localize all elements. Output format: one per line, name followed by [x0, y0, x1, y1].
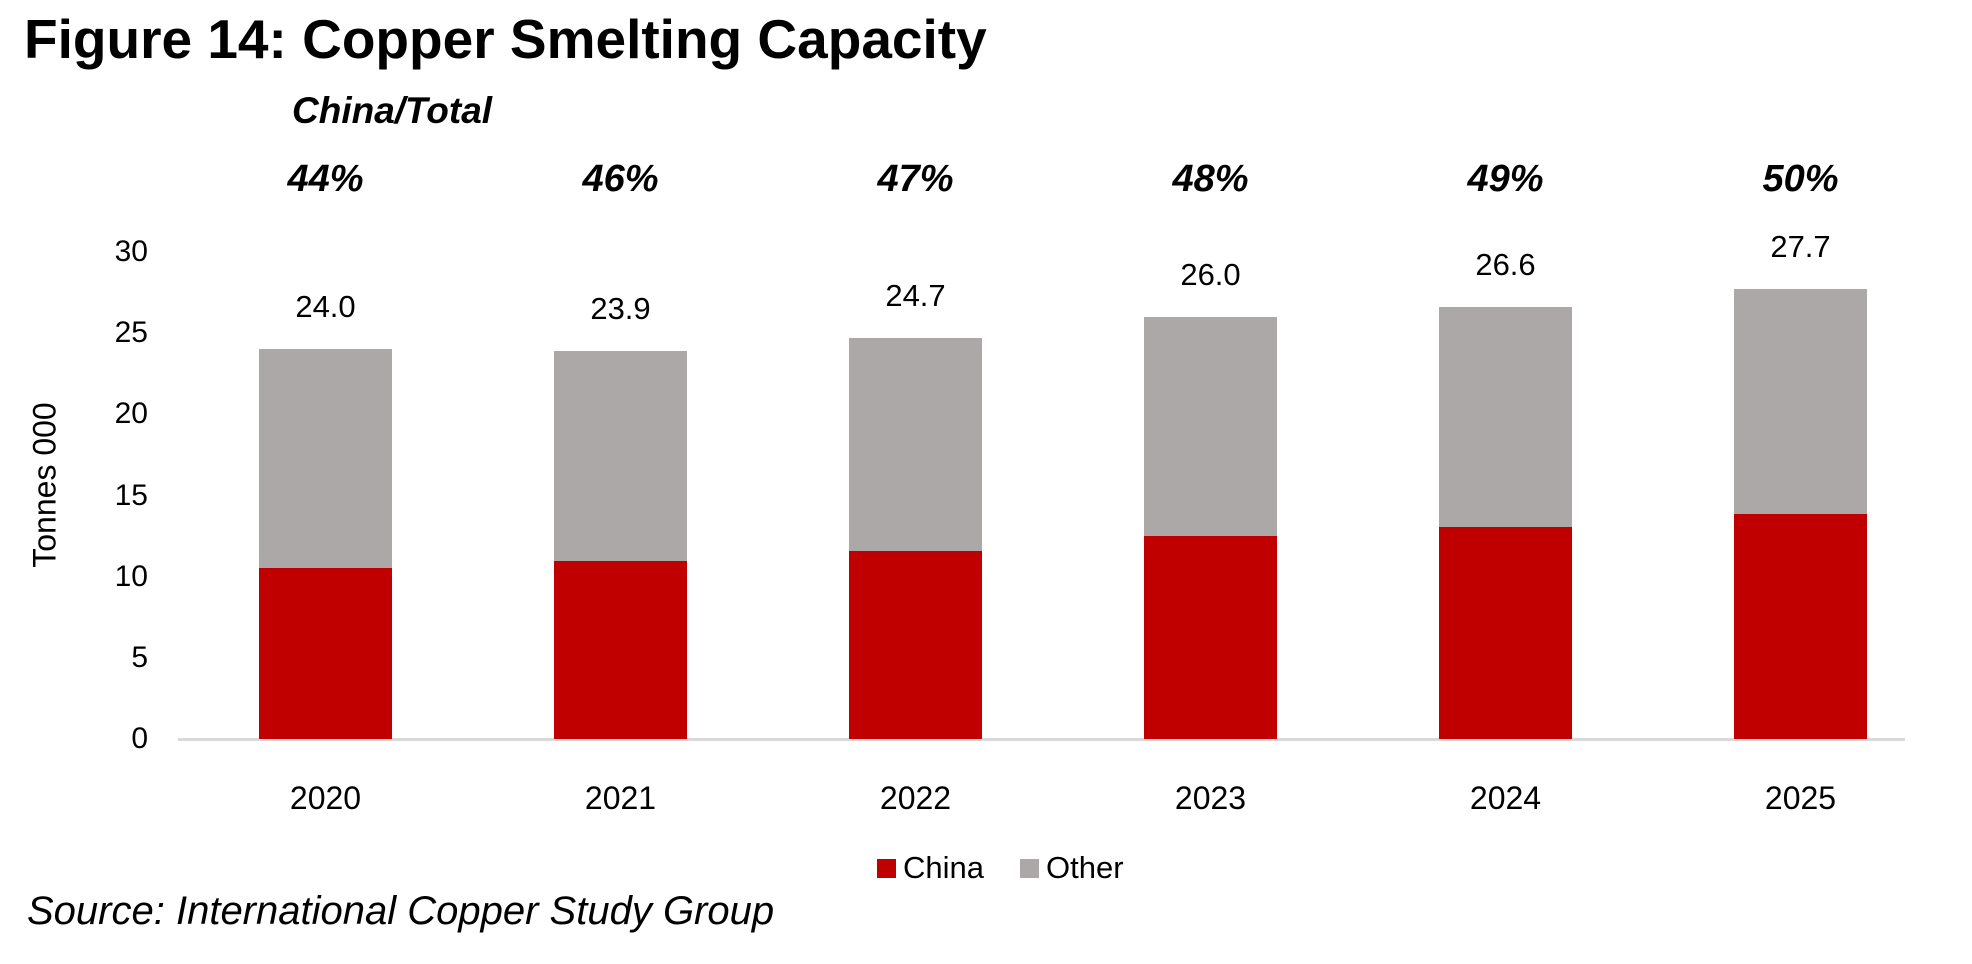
figure-title: Figure 14: Copper Smelting Capacity: [24, 8, 987, 70]
bar-total-label: 27.7: [1770, 229, 1831, 265]
x-axis-line: [178, 738, 1905, 741]
bar-total-label: 26.0: [1180, 256, 1241, 292]
bar-segment-china: [1439, 527, 1572, 739]
source-line: Source: International Copper Study Group: [27, 889, 775, 933]
bar-segment-china: [849, 550, 982, 739]
x-axis-label: 2022: [879, 780, 952, 816]
bar-segment-other: [259, 349, 392, 568]
bar-total-label: 24.7: [885, 278, 946, 314]
china-share-label: 44%: [287, 158, 364, 200]
y-axis-tick-label: 15: [114, 478, 148, 512]
bar-segment-china: [259, 567, 392, 739]
bar-segment-other: [1144, 316, 1277, 537]
legend-label: China: [903, 850, 984, 885]
china-share-label: 50%: [1762, 158, 1839, 200]
x-axis-label: 2023: [1174, 780, 1247, 816]
china-share-label: 46%: [582, 158, 659, 200]
x-axis-label: 2025: [1764, 780, 1837, 816]
bar-total-label: 24.0: [295, 289, 356, 325]
bar-segment-other: [1734, 289, 1867, 515]
legend-swatch-icon: [877, 858, 896, 878]
bar-total-label: 26.6: [1475, 247, 1536, 283]
bar-segment-china: [554, 560, 687, 739]
china-total-annotation-header: China/Total: [292, 90, 493, 131]
china-share-label: 49%: [1467, 158, 1544, 200]
x-axis-label: 2021: [584, 780, 657, 816]
bar-total-label: 23.9: [590, 291, 651, 327]
legend-item-other: Other: [1020, 850, 1124, 885]
y-axis-tick-label: 20: [114, 397, 148, 431]
y-axis-tick-label: 25: [114, 316, 148, 350]
y-axis-tick-label: 30: [114, 235, 148, 268]
bar-segment-other: [1439, 307, 1572, 528]
x-axis-label: 2020: [289, 780, 362, 816]
china-share-label: 47%: [877, 158, 954, 200]
bar-segment-other: [554, 351, 687, 561]
x-axis-label: 2024: [1469, 780, 1542, 816]
china-share-label: 48%: [1172, 158, 1249, 200]
y-axis-tick-label: 5: [131, 640, 148, 674]
legend-label: Other: [1046, 850, 1124, 885]
bar-segment-china: [1734, 514, 1867, 739]
y-axis-tick-label: 10: [114, 559, 148, 593]
bar-segment-china: [1144, 536, 1277, 739]
bar-segment-other: [849, 338, 982, 551]
legend: China Other: [877, 850, 1124, 885]
y-axis-tick-label: 0: [131, 722, 148, 755]
legend-item-china: China: [877, 850, 984, 885]
legend-swatch-icon: [1020, 858, 1039, 878]
